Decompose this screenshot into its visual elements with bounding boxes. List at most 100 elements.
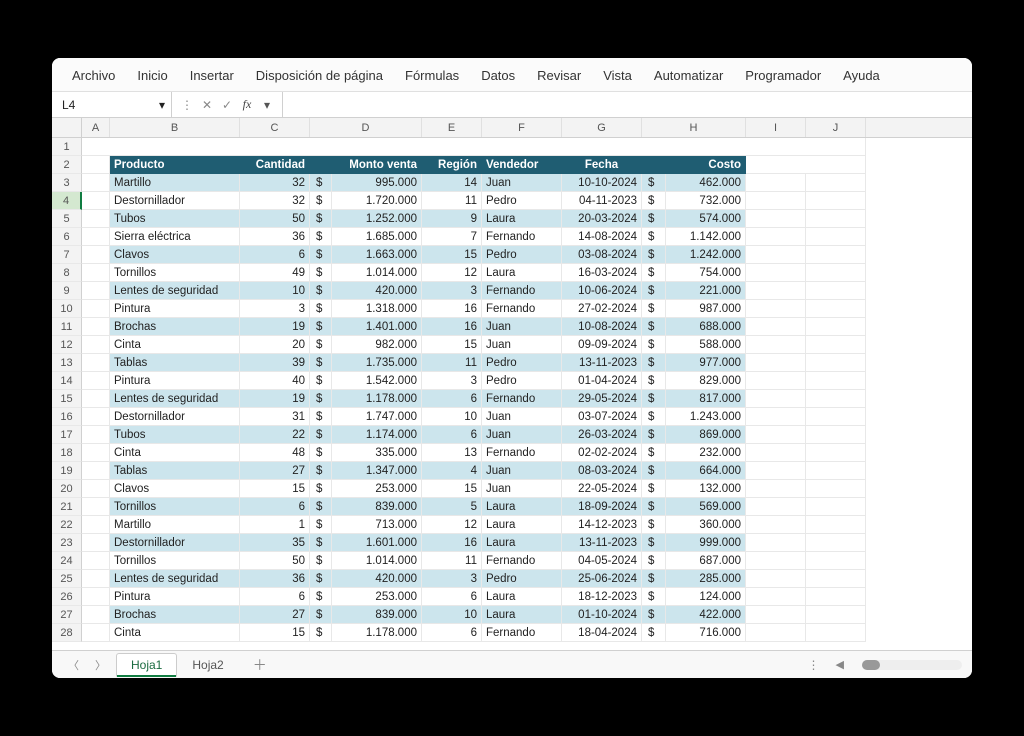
cell-cantidad[interactable]: 15 xyxy=(240,624,310,642)
cell-monto[interactable]: 420.000 xyxy=(332,570,422,588)
cell-fecha[interactable]: 03-07-2024 xyxy=(562,408,642,426)
cell-empty[interactable] xyxy=(806,408,866,426)
cell-costo[interactable]: 569.000 xyxy=(666,498,746,516)
cell-region[interactable]: 15 xyxy=(422,246,482,264)
cell-empty[interactable] xyxy=(806,444,866,462)
cell-currency[interactable]: $ xyxy=(642,192,666,210)
cell-monto[interactable]: 713.000 xyxy=(332,516,422,534)
cell-empty[interactable] xyxy=(806,390,866,408)
cell-empty[interactable] xyxy=(806,336,866,354)
cell-currency[interactable]: $ xyxy=(310,246,332,264)
cell-costo[interactable]: 422.000 xyxy=(666,606,746,624)
row-header[interactable]: 27 xyxy=(52,606,82,624)
cell-empty[interactable] xyxy=(746,264,806,282)
ribbon-tab-vista[interactable]: Vista xyxy=(593,64,642,87)
cell-cantidad[interactable]: 10 xyxy=(240,282,310,300)
cell-fecha[interactable]: 13-11-2023 xyxy=(562,354,642,372)
cell-region[interactable]: 4 xyxy=(422,462,482,480)
horizontal-scrollbar[interactable] xyxy=(862,660,962,670)
cell-empty[interactable] xyxy=(82,174,110,192)
cell-empty[interactable] xyxy=(746,462,806,480)
cell-empty[interactable] xyxy=(746,426,806,444)
cell-currency[interactable]: $ xyxy=(642,516,666,534)
select-all-corner[interactable] xyxy=(52,118,82,137)
cell-cantidad[interactable]: 35 xyxy=(240,534,310,552)
cell-monto[interactable]: 1.178.000 xyxy=(332,390,422,408)
cell-currency[interactable]: $ xyxy=(310,264,332,282)
cell-vendedor[interactable]: Juan xyxy=(482,426,562,444)
cell-vendedor[interactable]: Laura xyxy=(482,210,562,228)
cell-empty[interactable] xyxy=(82,552,110,570)
cell-region[interactable]: 10 xyxy=(422,408,482,426)
cell-empty[interactable] xyxy=(806,318,866,336)
cell-cantidad[interactable]: 3 xyxy=(240,300,310,318)
cell-vendedor[interactable]: Juan xyxy=(482,408,562,426)
cell-currency[interactable]: $ xyxy=(310,174,332,192)
cell-vendedor[interactable]: Laura xyxy=(482,534,562,552)
cell-empty[interactable] xyxy=(82,516,110,534)
cell-empty[interactable] xyxy=(746,156,866,174)
cell-empty[interactable] xyxy=(806,570,866,588)
cell-producto[interactable]: Destornillador xyxy=(110,408,240,426)
cell-producto[interactable]: Pintura xyxy=(110,300,240,318)
cell-monto[interactable]: 420.000 xyxy=(332,282,422,300)
cell-cantidad[interactable]: 32 xyxy=(240,174,310,192)
cell-currency[interactable]: $ xyxy=(310,372,332,390)
cell-empty[interactable] xyxy=(82,354,110,372)
cell-cantidad[interactable]: 27 xyxy=(240,606,310,624)
cell-cantidad[interactable]: 6 xyxy=(240,588,310,606)
col-header-G[interactable]: G xyxy=(562,118,642,137)
cell-cantidad[interactable]: 36 xyxy=(240,228,310,246)
cell-region[interactable]: 3 xyxy=(422,570,482,588)
cell-vendedor[interactable]: Fernando xyxy=(482,552,562,570)
cell-costo[interactable]: 817.000 xyxy=(666,390,746,408)
cell-currency[interactable]: $ xyxy=(310,192,332,210)
cell-empty[interactable] xyxy=(746,498,806,516)
cell-vendedor[interactable]: Juan xyxy=(482,318,562,336)
cell-monto[interactable]: 1.347.000 xyxy=(332,462,422,480)
cell-monto[interactable]: 253.000 xyxy=(332,480,422,498)
cell-region[interactable]: 6 xyxy=(422,588,482,606)
cell-costo[interactable]: 977.000 xyxy=(666,354,746,372)
cell-empty[interactable] xyxy=(806,174,866,192)
cell-currency[interactable]: $ xyxy=(642,228,666,246)
ribbon-tab-datos[interactable]: Datos xyxy=(471,64,525,87)
cell-currency[interactable]: $ xyxy=(642,318,666,336)
row-header[interactable]: 2 xyxy=(52,156,82,174)
row-header[interactable]: 13 xyxy=(52,354,82,372)
cell-empty[interactable] xyxy=(746,570,806,588)
cell-empty[interactable] xyxy=(746,516,806,534)
cell-costo[interactable]: 588.000 xyxy=(666,336,746,354)
cell-currency[interactable]: $ xyxy=(310,300,332,318)
cell-currency[interactable]: $ xyxy=(642,480,666,498)
cell-empty[interactable] xyxy=(806,354,866,372)
cell-empty[interactable] xyxy=(746,606,806,624)
scroll-left-icon[interactable]: ◀ xyxy=(830,656,850,673)
cell-empty[interactable] xyxy=(746,210,806,228)
cell-currency[interactable]: $ xyxy=(310,228,332,246)
cell-monto[interactable]: 1.663.000 xyxy=(332,246,422,264)
cell-monto[interactable]: 335.000 xyxy=(332,444,422,462)
cell-vendedor[interactable]: Fernando xyxy=(482,390,562,408)
cell-producto[interactable]: Destornillador xyxy=(110,192,240,210)
cell-currency[interactable]: $ xyxy=(642,264,666,282)
cell-fecha[interactable]: 18-09-2024 xyxy=(562,498,642,516)
cell-costo[interactable]: 360.000 xyxy=(666,516,746,534)
cell-currency[interactable]: $ xyxy=(642,336,666,354)
cell-region[interactable]: 10 xyxy=(422,606,482,624)
cell-producto[interactable]: Cinta xyxy=(110,444,240,462)
sheet-options-icon[interactable]: ⋮ xyxy=(802,656,826,674)
cell-currency[interactable]: $ xyxy=(310,498,332,516)
cell-region[interactable]: 6 xyxy=(422,390,482,408)
cell-cantidad[interactable]: 6 xyxy=(240,246,310,264)
row-header[interactable]: 16 xyxy=(52,408,82,426)
cell-fecha[interactable]: 04-05-2024 xyxy=(562,552,642,570)
cell-region[interactable]: 13 xyxy=(422,444,482,462)
cell-costo[interactable]: 716.000 xyxy=(666,624,746,642)
cell-empty[interactable] xyxy=(746,552,806,570)
row-header[interactable]: 22 xyxy=(52,516,82,534)
cell-fecha[interactable]: 14-08-2024 xyxy=(562,228,642,246)
cell-fecha[interactable]: 10-08-2024 xyxy=(562,318,642,336)
cell-fecha[interactable]: 04-11-2023 xyxy=(562,192,642,210)
spreadsheet-grid[interactable]: 12ProductoCantidadMonto ventaRegiónVende… xyxy=(52,138,972,650)
